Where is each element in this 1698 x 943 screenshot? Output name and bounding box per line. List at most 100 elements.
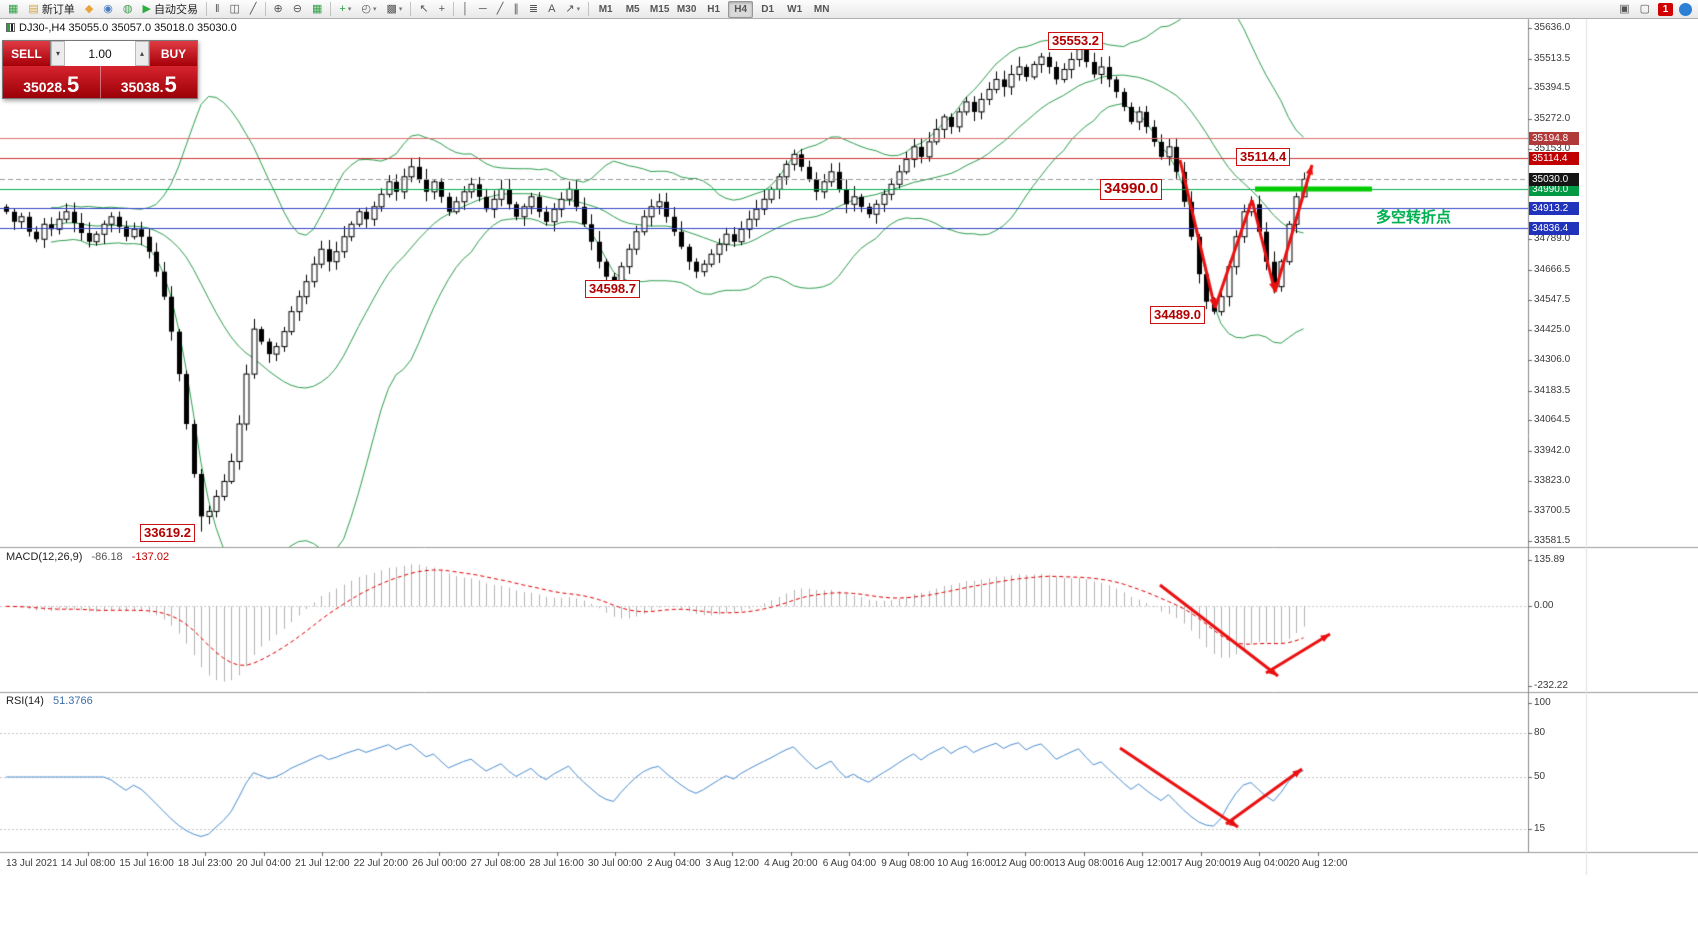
macd-axis-label: -232.22 [1534,679,1568,691]
toolbar-separator [330,2,332,16]
rsi-value: 51.3766 [52,695,93,707]
new-order-button[interactable]: ▤ 新订单 [24,1,78,18]
periods-button[interactable]: ◴ ▾ [357,1,380,18]
price-callout-label[interactable]: 35114.4 [1236,148,1291,167]
metaquotes-icon-glyph: ◆ [84,2,94,15]
price-callout-label[interactable]: 34598.7 [585,280,640,299]
current-price-tag: 35030.0 [1529,173,1579,187]
crosshair-button-glyph: + [438,2,446,15]
metaquotes-icon[interactable]: ◆ [81,1,97,18]
timeframe-button-h4[interactable]: H4 [728,0,754,18]
candlestick-chart-type-button[interactable]: ◫ [226,1,244,18]
price-callout-label[interactable]: 35553.2 [1048,32,1103,51]
rsi-indicator-label: RSI(14) 51.3766 [6,695,93,707]
new-order-button-label: 新订单 [41,4,75,16]
timeframe-button-m30[interactable]: M30 [676,3,697,15]
cursor-button[interactable]: ↖ [415,1,432,18]
zoom-out-button[interactable]: ⊖ [289,1,306,18]
time-axis-label: 20 Aug 12:00 [1288,858,1348,869]
zoom-in-button[interactable]: ⊕ [270,1,287,18]
price-callout-label[interactable]: 34489.0 [1150,306,1205,325]
one-click-trading-widget: SELL ▾ ▴ BUY 35028. 5 35038. 5 [2,40,198,99]
volume-input[interactable] [65,41,135,66]
tile-windows-button-glyph: ▦ [311,2,323,15]
horizontal-line-button[interactable]: ─ [475,1,491,18]
timeframe-button-m1[interactable]: M1 [598,3,613,15]
price-axis-label: 34425.0 [1534,324,1571,336]
bar-chart-type-button[interactable]: ‖ [211,1,224,18]
periods-button-glyph: ◴ [361,2,371,15]
market-icon-glyph: ◉ [103,2,113,15]
timeframe-button-d1[interactable]: D1 [761,3,775,15]
macd-signal-value: -137.02 [131,551,170,563]
terminal-chart-icon[interactable]: ▦ [4,1,22,18]
vertical-line-button[interactable]: │ [458,1,473,18]
navigator-icon[interactable]: ▢ [1636,1,1654,18]
sell-button[interactable]: SELL [3,41,50,66]
rsi-axis-label: 80 [1534,726,1546,738]
buy-price-button[interactable]: 35038. 5 [101,66,198,98]
zoom-in-button-glyph: ⊕ [273,2,283,15]
chevron-down-icon: ▾ [398,6,403,13]
buy-button[interactable]: BUY [150,41,197,66]
sell-price-button[interactable]: 35028. 5 [3,66,101,98]
rsi-axis-label: 15 [1534,822,1546,834]
autotrading-button[interactable]: ▶ 自动交易 [139,1,202,18]
volume-increase-button[interactable]: ▴ [135,41,149,66]
price-level-tag: 34836.4 [1529,221,1579,235]
price-callout-label[interactable]: 33619.2 [140,524,195,543]
templates-button-glyph: ▩ [386,2,397,15]
turning-point-note[interactable]: 多空转折点 [1376,209,1452,226]
news-icon[interactable]: ◍ [119,1,137,18]
price-axis-label: 34183.5 [1534,384,1571,396]
quick-help-icon[interactable] [1679,2,1692,16]
volume-control: ▾ ▴ [50,41,150,66]
price-axis-label: 34789.0 [1534,233,1571,245]
candlestick-chart-type-button-glyph: ◫ [229,2,240,15]
time-axis-label: 2 Aug 04:00 [646,858,701,869]
timeframe-button-h1[interactable]: H1 [707,3,721,15]
price-axis-label: 35272.0 [1534,112,1571,124]
rsi-name: RSI(14) [6,695,44,707]
buy-price-main: 35038. [120,78,164,95]
price-axis-label: 34064.5 [1534,414,1571,426]
timeframe-button-m5[interactable]: M5 [625,3,640,15]
templates-button[interactable]: ▩ ▾ [382,1,406,18]
market-icon[interactable]: ◉ [99,1,117,18]
text-tool-button-glyph: A [548,2,556,15]
rsi-axis-label: 100 [1534,697,1551,708]
buy-price-big-digit: 5 [164,72,177,98]
rsi-axis-label: 50 [1534,771,1546,782]
macd-axis-label: 135.89 [1534,554,1565,565]
text-tool-button[interactable]: A [544,1,559,18]
time-axis-label: 26 Jul 00:00 [412,858,467,869]
volume-decrease-button[interactable]: ▾ [51,41,65,66]
crosshair-button[interactable]: + [435,1,449,18]
navigator-icon-glyph: ▢ [1639,2,1650,15]
time-axis-label: 27 Jul 08:00 [470,858,526,869]
tile-windows-button[interactable]: ▦ [308,1,326,18]
horizontal-line-button-glyph: ─ [478,2,487,15]
price-axis-label: 33942.0 [1534,444,1571,456]
timeframe-button-w1[interactable]: W1 [787,3,803,15]
vertical-line-button-glyph: │ [462,2,469,15]
indicators-button[interactable]: + ▾ [335,1,355,18]
data-window-icon[interactable]: ▣ [1615,1,1633,18]
toolbar-separator [410,2,412,16]
trendline-button-glyph: ╱ [496,2,504,15]
bar-chart-type-button-glyph: ‖ [214,2,220,15]
price-axis-label: 35513.5 [1534,52,1571,64]
line-chart-type-button[interactable]: ╱ [246,1,261,18]
timeframe-button-mn[interactable]: MN [813,3,830,15]
price-level-tag: 35114.4 [1529,152,1579,166]
alert-badge[interactable]: 1 [1658,2,1673,16]
fibonacci-button[interactable]: ≣ [525,1,542,18]
price-callout-label[interactable]: 34990.0 [1100,179,1163,200]
sell-price-main: 35028. [23,78,67,95]
arrows-tool-button[interactable]: ↗ ▾ [561,1,584,18]
equidistant-channel-button[interactable]: ∥ [509,1,523,18]
trendline-button[interactable]: ╱ [493,1,508,18]
timeframe-button-m15[interactable]: M15 [649,3,670,15]
